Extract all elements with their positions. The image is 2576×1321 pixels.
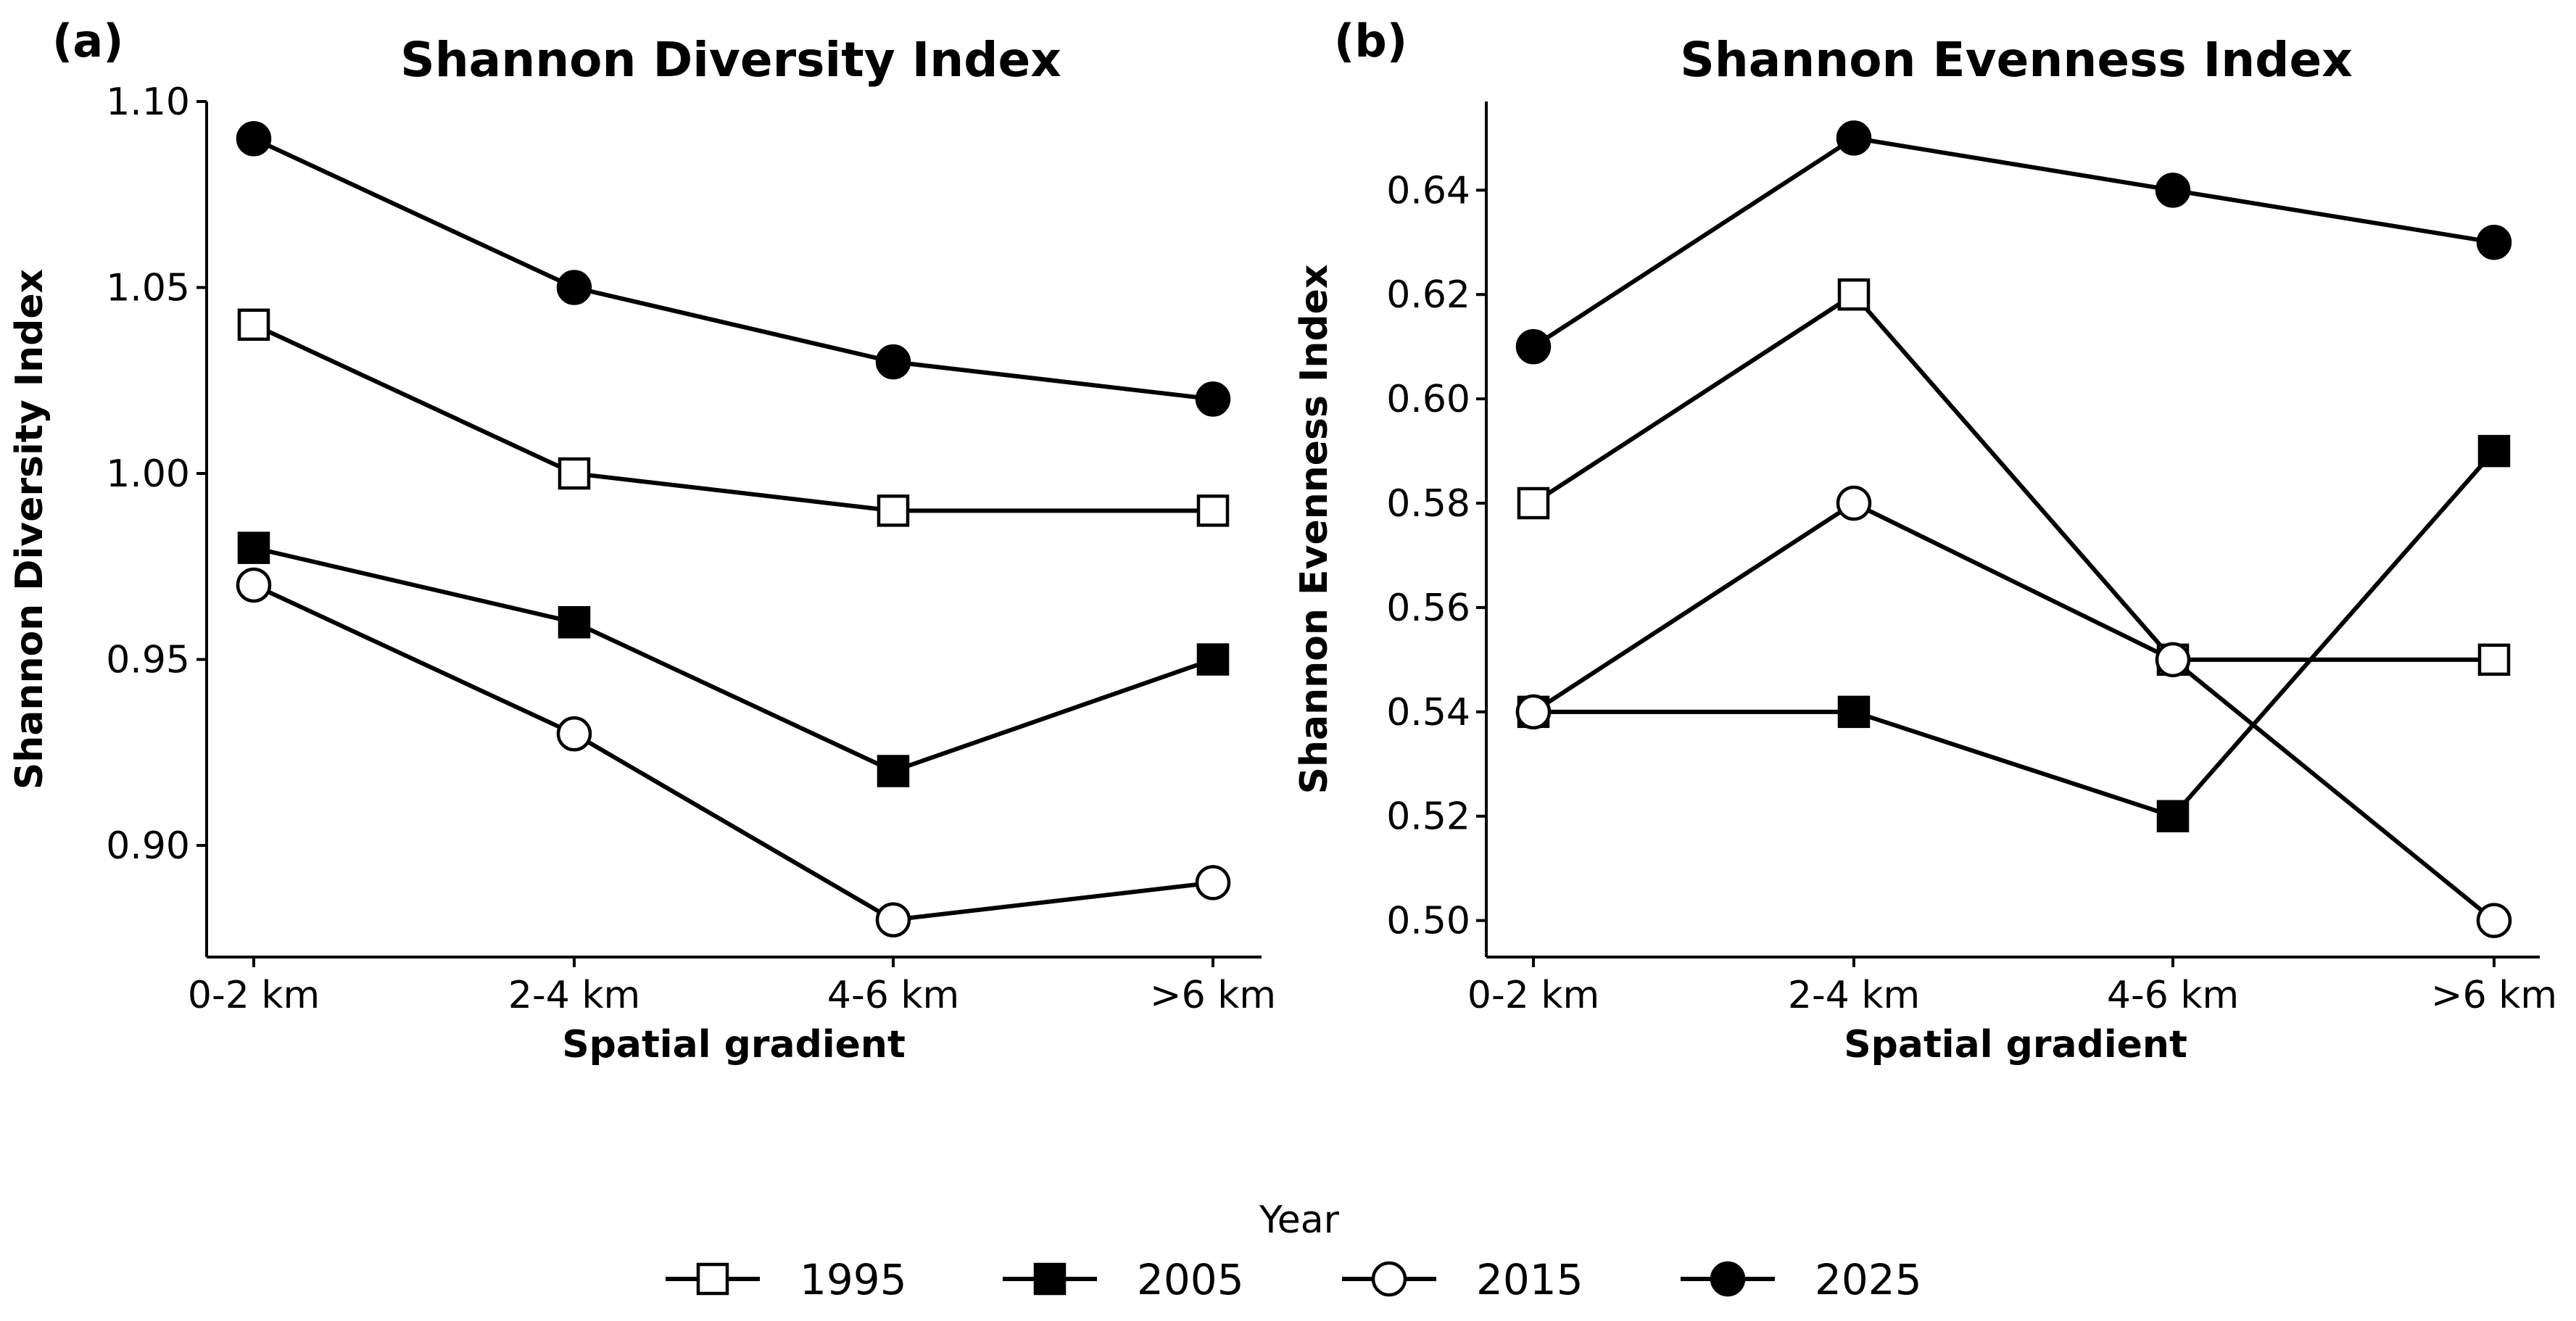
data-point xyxy=(1196,494,1230,527)
y-tick-label: 1.10 xyxy=(106,80,190,124)
y-tick-label: 0.52 xyxy=(1386,795,1470,839)
legend-label: 1995 xyxy=(800,1255,907,1304)
data-point xyxy=(1195,381,1231,417)
panel-label: (b) xyxy=(1334,15,1407,67)
data-point xyxy=(237,308,270,341)
y-tick-label: 1.05 xyxy=(106,267,190,310)
y-tick-label: 0.62 xyxy=(1386,273,1470,317)
legend-marker xyxy=(1033,1262,1067,1296)
series-line xyxy=(1533,450,2496,819)
data-point xyxy=(875,902,911,937)
x-axis-label: Spatial gradient xyxy=(1844,1023,2187,1067)
y-tick-label: 0.64 xyxy=(1386,169,1470,212)
x-tick-label: 0-2 km xyxy=(188,974,320,1017)
legend-label: 2005 xyxy=(1137,1255,1244,1304)
series-2025 xyxy=(236,121,1231,417)
data-point xyxy=(236,121,272,157)
data-point xyxy=(2476,225,2512,260)
data-point xyxy=(2155,642,2191,678)
y-tick-label: 0.95 xyxy=(106,639,190,682)
series-line xyxy=(1532,501,2496,922)
series-line xyxy=(252,136,1214,402)
x-tick-label: >6 km xyxy=(1150,974,1276,1017)
data-point xyxy=(877,494,910,527)
data-point xyxy=(1515,328,1552,365)
y-tick-label: 0.90 xyxy=(106,824,190,868)
y-tick-label: 0.50 xyxy=(1386,900,1470,943)
series-2025 xyxy=(1515,120,2512,365)
series-2005 xyxy=(237,531,1230,787)
x-tick-label: 4-6 km xyxy=(827,974,959,1017)
legend-marker xyxy=(1371,1261,1407,1297)
legend-item-2005: 2005 xyxy=(1003,1255,1244,1304)
y-tick-label: 1.00 xyxy=(106,452,190,496)
data-point xyxy=(1515,694,1552,730)
series-line xyxy=(1532,292,2494,662)
panel-a: (a) Shannon Diversity Index 1.10 1.05 1.00 0.… xyxy=(8,15,1276,1067)
data-point xyxy=(237,531,270,564)
data-point xyxy=(1517,486,1550,520)
data-point xyxy=(1836,120,1872,156)
y-tick-label: 0.56 xyxy=(1386,587,1470,630)
series-1995 xyxy=(1517,278,2511,676)
legend-item-2015: 2015 xyxy=(1342,1255,1583,1304)
x-tick-label: >6 km xyxy=(2431,974,2557,1017)
series-1995 xyxy=(237,308,1230,527)
series-line xyxy=(252,323,1213,513)
data-point xyxy=(1196,643,1230,676)
y-tick-label: 0.58 xyxy=(1386,482,1470,526)
legend-item-2025: 2025 xyxy=(1681,1255,1922,1304)
legend-label: 2015 xyxy=(1476,1255,1583,1304)
legend-marker xyxy=(696,1262,729,1296)
data-point xyxy=(1837,695,1871,729)
x-tick-label: 2-4 km xyxy=(1788,974,1920,1017)
series-line xyxy=(252,583,1214,922)
legend-marker xyxy=(1710,1261,1746,1297)
data-point xyxy=(877,755,910,787)
series-2005 xyxy=(1517,434,2511,832)
data-point xyxy=(2477,434,2511,468)
data-point xyxy=(558,457,591,490)
data-point xyxy=(556,716,592,752)
legend-label: 2025 xyxy=(1815,1255,1922,1304)
series-2015 xyxy=(1515,485,2512,938)
chart-title: Shannon Evenness Index xyxy=(1680,32,2353,88)
data-point xyxy=(1195,865,1231,900)
data-point xyxy=(2155,173,2191,208)
x-tick-label: 4-6 km xyxy=(2107,974,2239,1017)
y-axis-label: Shannon Evenness Index xyxy=(1293,265,1336,795)
data-point xyxy=(556,270,592,305)
y-axis-label: Shannon Diversity Index xyxy=(8,269,51,790)
data-point xyxy=(1837,278,1871,311)
chart-title: Shannon Diversity Index xyxy=(400,32,1061,88)
data-point xyxy=(2476,903,2512,938)
legend: Year 1995 2005 2015 2025 xyxy=(666,1198,1922,1304)
legend-title: Year xyxy=(1259,1198,1340,1242)
x-tick-label: 0-2 km xyxy=(1467,974,1599,1017)
data-point xyxy=(236,567,272,603)
panel-b: (b) Shannon Evenness Index 0.64 0.62 0.60 0.5… xyxy=(1293,15,2557,1067)
data-point xyxy=(2156,800,2190,832)
data-point xyxy=(1836,485,1872,521)
legend-item-1995: 1995 xyxy=(666,1255,907,1304)
y-tick-label: 0.54 xyxy=(1386,691,1470,734)
x-axis-label: Spatial gradient xyxy=(562,1023,906,1067)
series-2015 xyxy=(236,567,1231,937)
panel-label: (a) xyxy=(52,15,124,67)
data-point xyxy=(2477,643,2511,676)
series-line xyxy=(1532,136,2495,349)
y-tick-label: 0.60 xyxy=(1386,378,1470,421)
data-point xyxy=(875,344,911,380)
series-line xyxy=(253,545,1214,774)
data-point xyxy=(558,606,591,639)
x-tick-label: 2-4 km xyxy=(508,974,640,1017)
